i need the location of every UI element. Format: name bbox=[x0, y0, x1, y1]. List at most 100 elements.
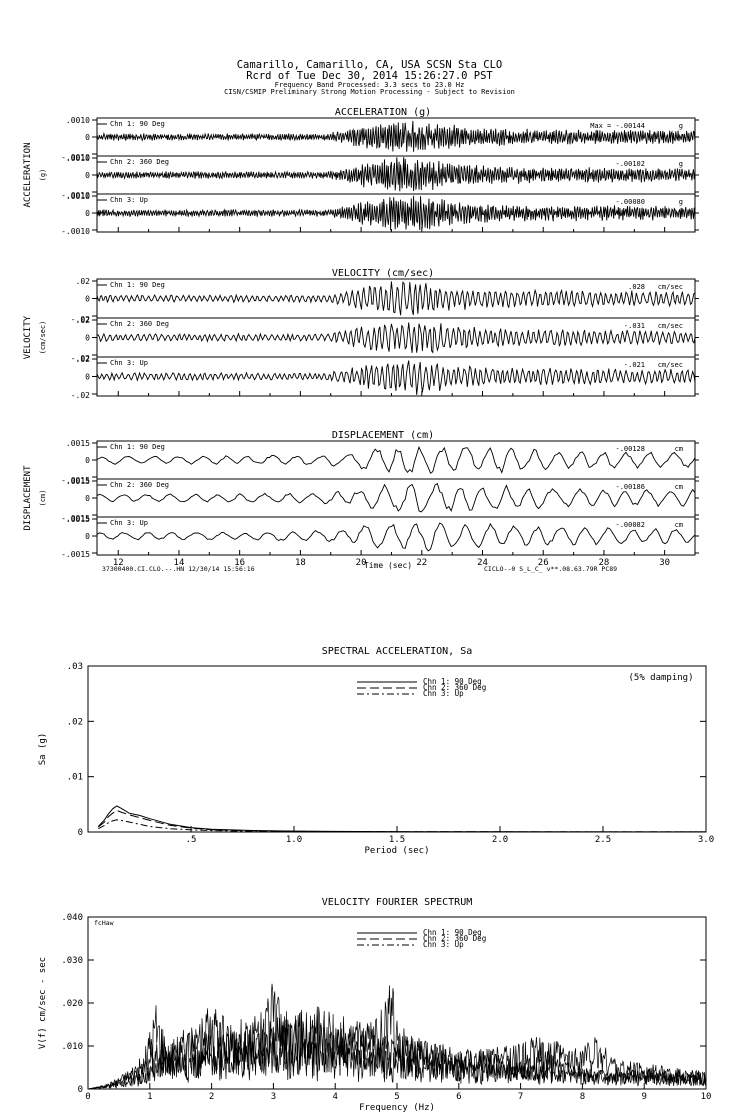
y-tick-label: -.02 bbox=[71, 315, 90, 324]
panel-ylabel: ACCELERATION bbox=[23, 142, 33, 207]
y-tick-label: 0 bbox=[85, 171, 90, 180]
spectrum-frame bbox=[87, 665, 707, 833]
channel-max-value: Max = -.00144 bbox=[590, 122, 645, 130]
spectrum-title: SPECTRAL ACCELERATION, Sa bbox=[322, 646, 473, 657]
panel-yunit: (cm) bbox=[39, 490, 47, 507]
x-tick-label: 1.0 bbox=[286, 835, 302, 845]
spectral-acceleration-panel: SPECTRAL ACCELERATION, Sa .5 1.0 1.5 2.0 2.5 3… bbox=[38, 646, 714, 856]
processing-version-footer: CICLO--0 S_L_C_ v**.08.63.79R PC89 bbox=[484, 565, 617, 573]
x-tick-label: 2.5 bbox=[595, 835, 611, 845]
panel-title: ACCELERATION (g) bbox=[335, 107, 431, 118]
channel-unit: cm bbox=[675, 445, 683, 453]
processing-note: CISN/CSMIP Preliminary Strong Motion Pro… bbox=[224, 88, 515, 96]
x-tick-label: 6 bbox=[456, 1092, 461, 1102]
channel-unit: g bbox=[679, 160, 683, 168]
y-tick-label: 0 bbox=[85, 133, 90, 142]
channel-max-value: -.00186 bbox=[615, 483, 645, 491]
y-tick-label: -.0010 bbox=[61, 153, 90, 162]
waveform-trace bbox=[96, 195, 696, 231]
channel-unit: g bbox=[679, 122, 683, 130]
y-tick-label: .02 bbox=[76, 277, 91, 286]
y-tick-label: .02 bbox=[67, 717, 83, 727]
y-tick-label: .0010 bbox=[66, 116, 90, 125]
channel-label: Chn 1: 90 Deg bbox=[110, 443, 165, 451]
series-line-3 bbox=[98, 819, 706, 833]
corner-label: fcHaw bbox=[94, 919, 114, 927]
y-tick-label: .040 bbox=[61, 913, 83, 923]
series-line-2 bbox=[97, 809, 706, 833]
x-tick-label: 3 bbox=[271, 1092, 276, 1102]
y-tick-label: 0 bbox=[78, 828, 83, 838]
channel-label: Chn 2: 360 Deg bbox=[110, 320, 169, 328]
channel-frame bbox=[96, 440, 696, 480]
record-header: Camarillo, Camarillo, CA, USA SCSN Sta C… bbox=[0, 60, 739, 96]
waveform-trace bbox=[96, 157, 696, 192]
time-tick-label: 30 bbox=[659, 558, 670, 568]
channel-frame bbox=[96, 516, 696, 556]
waveform-trace bbox=[96, 322, 696, 354]
channel-unit: cm/sec bbox=[658, 283, 683, 291]
y-tick-label: 0 bbox=[85, 373, 90, 382]
legend-entry: Chn 1: 90 Deg bbox=[423, 677, 482, 686]
y-tick-label: .02 bbox=[76, 355, 91, 364]
channel-max-value: -.00080 bbox=[615, 198, 645, 206]
y-tick-label: 0 bbox=[85, 209, 90, 218]
channel-label: Chn 2: 360 Deg bbox=[110, 158, 169, 166]
panel-yunit: (cm/sec) bbox=[39, 321, 47, 355]
x-tick-label: 9 bbox=[641, 1092, 646, 1102]
y-tick-label: .0015 bbox=[66, 477, 90, 486]
y-tick-label: -.0015 bbox=[61, 514, 90, 523]
channel-max-value: -.031 bbox=[624, 322, 645, 330]
y-tick-label: .020 bbox=[61, 999, 83, 1009]
time-tick-label: 16 bbox=[234, 558, 245, 568]
waveform-trace bbox=[96, 360, 696, 395]
x-tick-label: 3.0 bbox=[698, 835, 714, 845]
channel-label: Chn 2: 360 Deg bbox=[110, 481, 169, 489]
y-tick-label: 0 bbox=[85, 295, 90, 304]
channel-max-value: -.00128 bbox=[615, 445, 645, 453]
time-tick-label: 14 bbox=[174, 558, 185, 568]
x-tick-label: 1 bbox=[147, 1092, 152, 1102]
frequency-band-note: Frequency Band Processed: 3.3 secs to 23… bbox=[274, 81, 465, 89]
legend-entry: Chn 3: Up bbox=[423, 689, 464, 698]
legend-entry: Chn 3: Up bbox=[423, 940, 464, 949]
x-tick-label: 2 bbox=[209, 1092, 214, 1102]
x-tick-label: 5 bbox=[394, 1092, 399, 1102]
channel-unit: cm/sec bbox=[658, 322, 683, 330]
legend-entry: Chn 1: 90 Deg bbox=[423, 928, 482, 937]
channel-label: Chn 1: 90 Deg bbox=[110, 281, 165, 289]
y-tick-label: 0 bbox=[85, 456, 90, 465]
x-tick-label: 4 bbox=[332, 1092, 337, 1102]
time-tick-label: 12 bbox=[113, 558, 124, 568]
y-tick-label: .0010 bbox=[66, 192, 90, 201]
y-tick-label: 0 bbox=[78, 1085, 83, 1095]
waveform-trace bbox=[96, 281, 696, 316]
legend-entry: Chn 2: 360 Deg bbox=[423, 934, 486, 943]
panel-yunit: (g) bbox=[39, 169, 47, 182]
channel-max-value: .028 bbox=[628, 283, 645, 291]
record-id-footer: 37300400.CI.CLO.--.HN 12/30/14 15:56:16 bbox=[102, 565, 255, 573]
time-tick-label: 26 bbox=[538, 558, 549, 568]
velocity-fourier-spectrum-panel: VELOCITY FOURIER SPECTRUM 0 1 2 3 4 5 6 7 8 9 10 0 .0… bbox=[38, 897, 711, 1113]
time-axis-label: Time (sec) bbox=[364, 561, 412, 570]
waveform-trace bbox=[96, 120, 696, 152]
channel-max-value: -.00082 bbox=[615, 521, 645, 529]
waveform-trace bbox=[96, 445, 696, 474]
y-tick-label: -.0015 bbox=[61, 476, 90, 485]
velocity-panel: VELOCITY (cm/sec) VELOCITY (cm/sec) .02 0 -.0… bbox=[23, 268, 699, 400]
y-tick-label: .0010 bbox=[66, 154, 90, 163]
channel-unit: cm bbox=[675, 521, 683, 529]
legend-entry: Chn 2: 360 Deg bbox=[423, 683, 486, 692]
y-tick-label: -.0010 bbox=[61, 227, 90, 236]
displacement-panel: DISPLACEMENT (cm) DISPLACEMENT (cm) .0015 0 -… bbox=[23, 430, 699, 559]
y-tick-label: -.02 bbox=[71, 391, 90, 400]
channel-unit: g bbox=[679, 198, 683, 206]
channel-unit: cm/sec bbox=[658, 361, 683, 369]
y-tick-label: .010 bbox=[61, 1042, 83, 1052]
x-tick-label: 0 bbox=[85, 1092, 90, 1102]
panel-title: DISPLACEMENT (cm) bbox=[332, 430, 434, 441]
spectrum-ylabel: V(f) cm/sec - sec bbox=[38, 957, 48, 1049]
acceleration-panel: ACCELERATION (g) ACCELERATION (g) .0010 0 -.0… bbox=[23, 107, 699, 236]
waveform-trace bbox=[96, 522, 696, 552]
